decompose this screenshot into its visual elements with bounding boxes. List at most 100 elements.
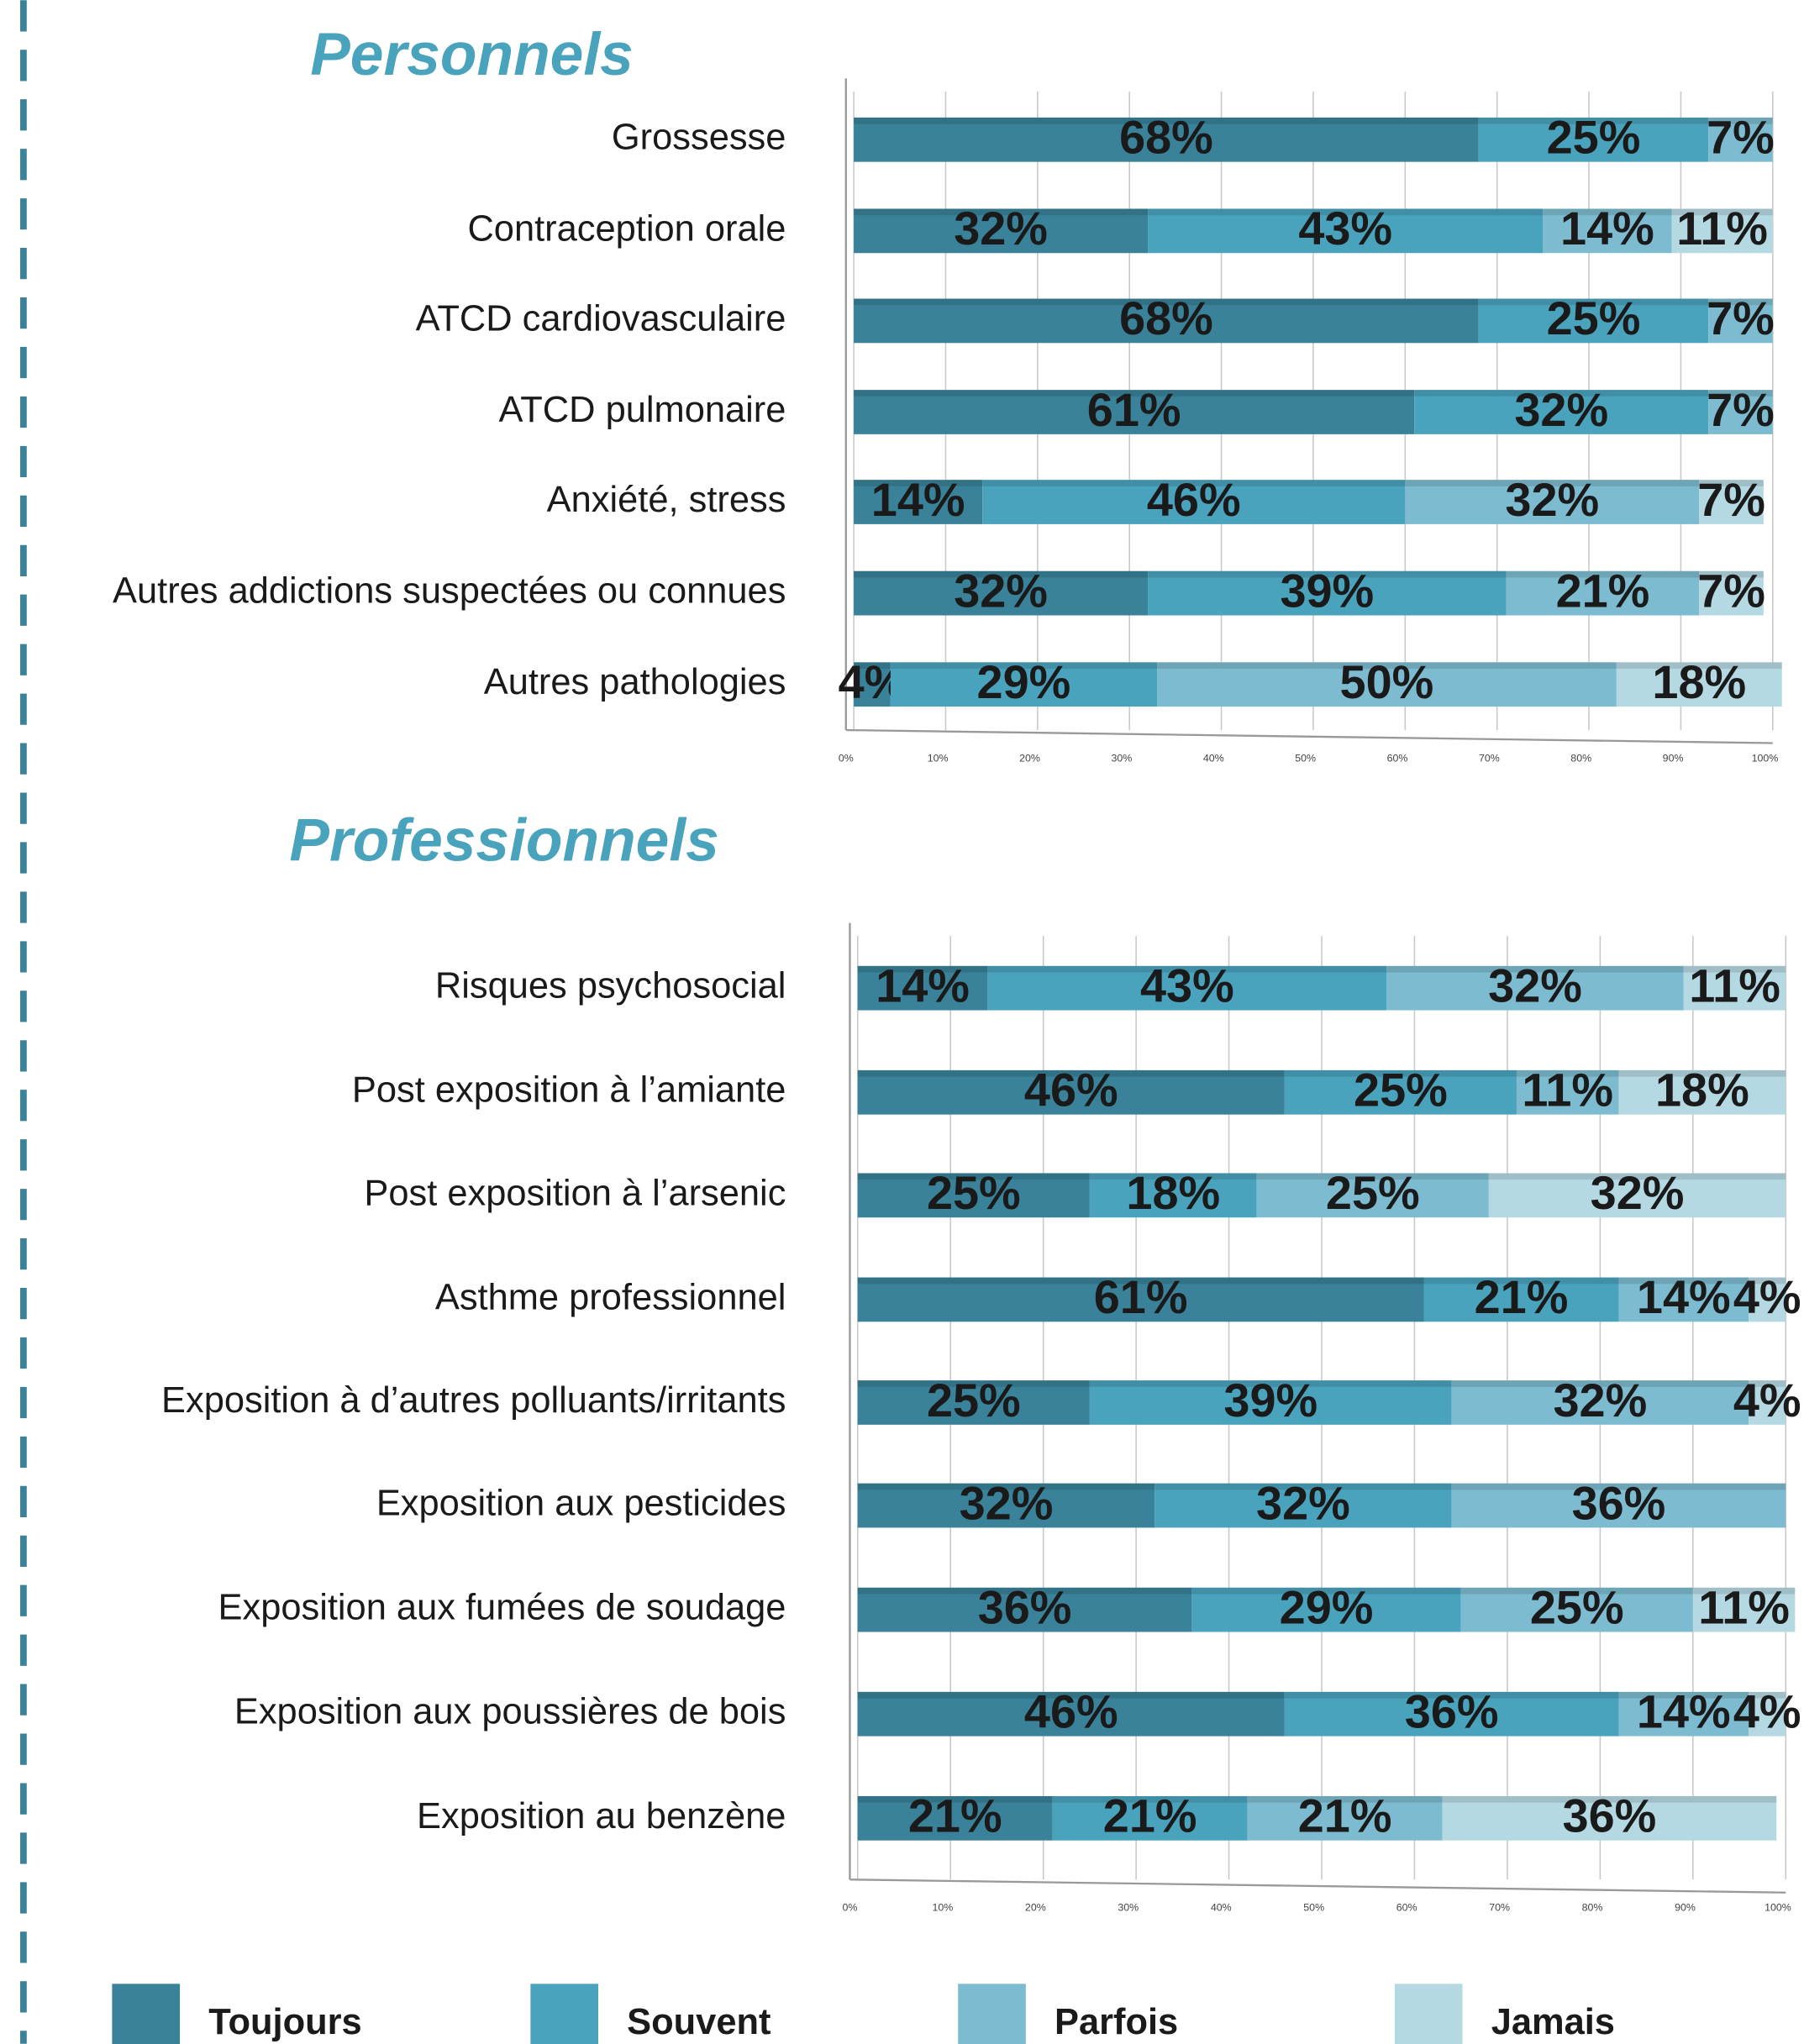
x-tick-label: 100% (1765, 1902, 1791, 1914)
bar-segment (1451, 1380, 1749, 1425)
data-label: 36% (1572, 1476, 1666, 1529)
x-tick-label: 80% (1570, 752, 1591, 764)
axis-line (849, 1878, 1786, 1894)
bar-segment (1543, 208, 1672, 254)
bar-top (1089, 1380, 1452, 1387)
bar-segment (1386, 965, 1684, 1011)
bar-top (857, 1587, 1192, 1595)
data-label: 7% (1707, 383, 1775, 436)
bar-top (1442, 1795, 1777, 1803)
bar-segment (1405, 480, 1700, 524)
data-label: 61% (1087, 383, 1181, 436)
data-label: 32% (1256, 1476, 1350, 1529)
bar-top (1618, 1277, 1749, 1285)
data-label: 68% (1119, 292, 1213, 344)
x-tick-label: 70% (1489, 1902, 1510, 1914)
legend-label: Souvent (627, 2002, 771, 2042)
bar-segment (1618, 1277, 1749, 1322)
category-label: ATCD cardiovasculaire (416, 298, 786, 339)
data-label: 4% (1733, 1374, 1801, 1427)
bar-top (854, 480, 983, 486)
data-label: 46% (1024, 1685, 1118, 1738)
bar-segment (987, 965, 1387, 1011)
bar-top (857, 965, 988, 973)
bar-top (1405, 480, 1700, 486)
bar-segment (982, 480, 1406, 524)
bar-top (1506, 570, 1700, 578)
data-label: 25% (1326, 1166, 1420, 1219)
bar-segment (1708, 390, 1773, 434)
bar-segment (1148, 208, 1544, 254)
bar-top (1414, 390, 1709, 397)
x-tick-label: 50% (1303, 1902, 1324, 1914)
x-tick-label: 90% (1663, 752, 1684, 764)
x-tick-label: 60% (1387, 752, 1408, 764)
legend-swatch (1394, 1984, 1463, 2044)
data-label: 25% (927, 1166, 1021, 1219)
bar-top (1749, 1691, 1786, 1699)
bar-segment (890, 662, 1158, 707)
data-label: 36% (978, 1580, 1072, 1633)
bar-segment (1708, 298, 1773, 344)
bar-segment (1618, 1691, 1749, 1737)
bar-top (857, 1173, 1090, 1180)
data-label: 11% (1689, 959, 1780, 1011)
data-label: 39% (1223, 1374, 1317, 1427)
legend-label: Parfois (1055, 2002, 1178, 2042)
bar-segment (1749, 1691, 1786, 1737)
category-label: Grossesse (612, 118, 786, 158)
x-tick-label: 30% (1111, 752, 1132, 764)
bar-segment (1423, 1277, 1619, 1322)
bar-segment (1488, 1173, 1786, 1218)
bar-top (857, 1795, 1053, 1803)
x-tick-label: 30% (1118, 1902, 1139, 1914)
bar-top (1749, 1380, 1786, 1387)
bar-top (1089, 1173, 1257, 1180)
data-label: 32% (1505, 473, 1599, 526)
category-label: Exposition au benzène (417, 1796, 786, 1836)
category-label: Exposition aux fumées de soudage (218, 1588, 786, 1628)
bar-top (854, 390, 1415, 397)
data-label: 46% (1024, 1064, 1118, 1117)
data-label: 18% (1652, 655, 1746, 708)
bar-segment (1154, 1483, 1452, 1528)
bar-segment (1478, 298, 1709, 344)
bar-top (857, 1483, 1155, 1490)
bar-segment (1516, 1069, 1619, 1115)
category-label: Autres addictions suspectées ou connues (113, 571, 786, 612)
bar-top (857, 1069, 1285, 1077)
bar-top (1386, 965, 1684, 973)
bar-top (854, 298, 1479, 306)
data-label: 32% (954, 202, 1048, 255)
data-label: 18% (1655, 1064, 1749, 1117)
bar-segment (1616, 662, 1782, 707)
bar-top (1692, 1587, 1796, 1595)
data-label: 14% (1560, 202, 1654, 255)
data-label: 21% (1556, 564, 1650, 617)
bar-segment (854, 117, 1479, 162)
x-tick-label: 40% (1211, 1902, 1232, 1914)
data-label: 14% (871, 473, 965, 526)
legend-swatch (112, 1984, 181, 2044)
bar-segment (1618, 1069, 1786, 1115)
bar-segment (854, 570, 1149, 616)
bar-segment (857, 1173, 1090, 1218)
bar-top (1516, 1069, 1619, 1077)
bar-top (1708, 298, 1773, 306)
bar-top (1451, 1380, 1749, 1387)
x-tick-label: 100% (1752, 752, 1779, 764)
bar-segment (857, 1277, 1424, 1322)
bar-top (1708, 390, 1773, 397)
data-label: 14% (876, 959, 970, 1011)
x-tick-label: 10% (932, 1902, 953, 1914)
x-tick-label: 0% (839, 752, 854, 764)
data-label: 11% (1676, 202, 1768, 255)
bar-top (857, 1380, 1090, 1387)
data-label: 7% (1707, 292, 1775, 344)
bar-segment (854, 480, 983, 524)
bar-top (1616, 662, 1782, 670)
bar-segment (854, 208, 1149, 254)
bar-segment (1148, 570, 1507, 616)
bar-top (1284, 1069, 1517, 1077)
bar-segment (1506, 570, 1700, 616)
